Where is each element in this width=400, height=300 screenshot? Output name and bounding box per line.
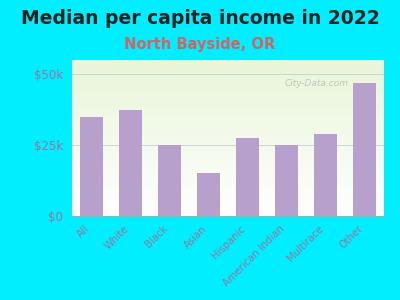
Bar [197, 173, 220, 216]
Bar [119, 110, 142, 216]
Text: City-Data.com: City-Data.com [284, 79, 348, 88]
Bar [275, 145, 298, 216]
Bar [236, 138, 259, 216]
Bar [158, 145, 181, 216]
Text: Median per capita income in 2022: Median per capita income in 2022 [21, 9, 379, 28]
Bar [80, 117, 103, 216]
Text: North Bayside, OR: North Bayside, OR [124, 38, 276, 52]
Bar [353, 83, 376, 216]
Bar [314, 134, 337, 216]
